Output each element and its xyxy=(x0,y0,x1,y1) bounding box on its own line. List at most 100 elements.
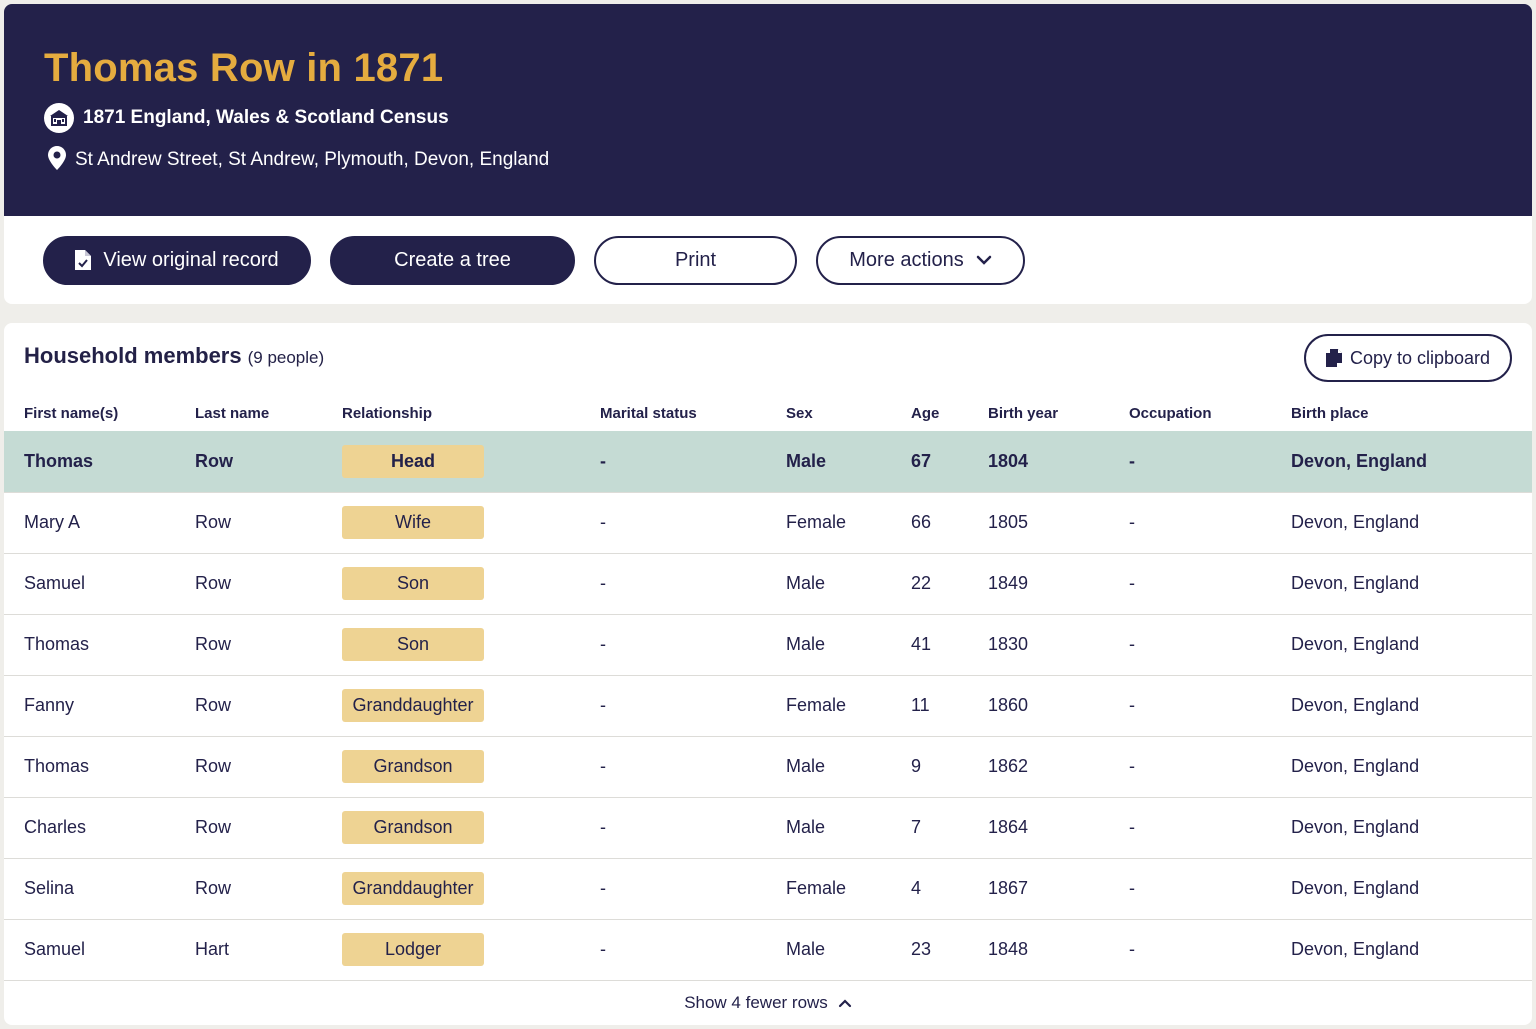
cell-age: 22 xyxy=(911,553,988,615)
cell-first-name[interactable]: Samuel xyxy=(4,919,195,981)
cell-relationship: Son xyxy=(342,553,600,615)
column-header-marital-status: Marital status xyxy=(600,404,697,422)
cell-occupation: - xyxy=(1129,431,1291,493)
copy-to-clipboard-button[interactable]: Copy to clipboard xyxy=(1304,334,1512,382)
cell-marital-status: - xyxy=(600,919,786,981)
cell-last-name: Row xyxy=(195,614,342,676)
table-row[interactable]: Thomas Row Son - Male 41 1830 - Devon, E… xyxy=(4,614,1532,676)
column-header-birth-place: Birth place xyxy=(1291,404,1369,422)
cell-age: 7 xyxy=(911,797,988,859)
cell-marital-status: - xyxy=(600,797,786,859)
chevron-down-icon xyxy=(976,255,991,265)
household-members-panel: Household members (9 people) Copy to cli… xyxy=(4,323,1532,1025)
relationship-badge: Wife xyxy=(342,506,484,539)
cell-sex: Male xyxy=(786,614,911,676)
cell-occupation: - xyxy=(1129,736,1291,798)
action-bar: View original record Create a tree Print… xyxy=(4,216,1532,304)
cell-birth-place: Devon, England xyxy=(1291,797,1532,859)
cell-sex: Male xyxy=(786,431,911,493)
record-header: Thomas Row in 1871 1871 England, Wales &… xyxy=(4,4,1532,216)
cell-sex: Male xyxy=(786,553,911,615)
table-row[interactable]: Thomas Row Head - Male 67 1804 - Devon, … xyxy=(4,431,1532,493)
table-row[interactable]: Fanny Row Granddaughter - Female 11 1860… xyxy=(4,675,1532,737)
household-table: First name(s) Last name Relationship Mar… xyxy=(4,395,1532,981)
cell-first-name[interactable]: Thomas xyxy=(4,736,195,798)
print-label: Print xyxy=(674,248,717,271)
relationship-badge: Son xyxy=(342,567,484,600)
cell-marital-status: - xyxy=(600,858,786,920)
cell-birth-place: Devon, England xyxy=(1291,492,1532,554)
create-tree-label: Create a tree xyxy=(394,248,511,271)
table-row[interactable]: Mary A Row Wife - Female 66 1805 - Devon… xyxy=(4,492,1532,554)
cell-occupation: - xyxy=(1129,492,1291,554)
cell-first-name[interactable]: Samuel xyxy=(4,553,195,615)
view-original-record-button[interactable]: View original record xyxy=(43,235,311,285)
cell-birth-year: 1805 xyxy=(988,492,1129,554)
cell-birth-year: 1804 xyxy=(988,431,1129,493)
cell-birth-place: Devon, England xyxy=(1291,675,1532,737)
household-title: Household members (9 people) xyxy=(24,343,324,369)
table-header-row: First name(s) Last name Relationship Mar… xyxy=(4,395,1532,431)
view-original-record-label: View original record xyxy=(103,248,279,271)
cell-birth-year: 1830 xyxy=(988,614,1129,676)
print-button[interactable]: Print xyxy=(594,235,797,285)
cell-birth-year: 1867 xyxy=(988,858,1129,920)
chevron-up-icon xyxy=(838,998,851,1007)
cell-marital-status: - xyxy=(600,492,786,554)
cell-last-name: Row xyxy=(195,797,342,859)
cell-first-name[interactable]: Fanny xyxy=(4,675,195,737)
column-header-birth-year: Birth year xyxy=(988,404,1059,422)
cell-birth-year: 1862 xyxy=(988,736,1129,798)
cell-birth-place: Devon, England xyxy=(1291,919,1532,981)
copy-icon xyxy=(1325,349,1342,367)
cell-first-name[interactable]: Thomas xyxy=(4,614,195,676)
relationship-badge: Lodger xyxy=(342,933,484,966)
more-actions-button[interactable]: More actions xyxy=(816,235,1025,285)
cell-first-name[interactable]: Selina xyxy=(4,858,195,920)
cell-birth-place: Devon, England xyxy=(1291,553,1532,615)
census-building-icon xyxy=(44,103,74,133)
table-row[interactable]: Charles Row Grandson - Male 7 1864 - Dev… xyxy=(4,797,1532,859)
cell-first-name[interactable]: Charles xyxy=(4,797,195,859)
show-fewer-rows-toggle[interactable]: Show 4 fewer rows xyxy=(4,983,1532,1023)
cell-relationship: Lodger xyxy=(342,919,600,981)
cell-marital-status: - xyxy=(600,431,786,493)
cell-birth-year: 1864 xyxy=(988,797,1129,859)
location-pin-icon xyxy=(48,145,66,175)
cell-occupation: - xyxy=(1129,553,1291,615)
cell-last-name: Row xyxy=(195,858,342,920)
column-header-first-name: First name(s) xyxy=(24,404,119,422)
relationship-badge: Son xyxy=(342,628,484,661)
document-icon xyxy=(75,250,92,270)
cell-birth-place: Devon, England xyxy=(1291,736,1532,798)
cell-last-name: Row xyxy=(195,675,342,737)
cell-first-name[interactable]: Thomas xyxy=(4,431,195,493)
table-row[interactable]: Thomas Row Grandson - Male 9 1862 - Devo… xyxy=(4,736,1532,798)
cell-age: 23 xyxy=(911,919,988,981)
cell-occupation: - xyxy=(1129,797,1291,859)
cell-relationship: Son xyxy=(342,614,600,676)
cell-age: 4 xyxy=(911,858,988,920)
table-row[interactable]: Samuel Hart Lodger - Male 23 1848 - Devo… xyxy=(4,919,1532,981)
cell-first-name[interactable]: Mary A xyxy=(4,492,195,554)
cell-sex: Male xyxy=(786,797,911,859)
cell-age: 66 xyxy=(911,492,988,554)
cell-birth-place: Devon, England xyxy=(1291,858,1532,920)
create-tree-button[interactable]: Create a tree xyxy=(330,235,575,285)
cell-birth-year: 1860 xyxy=(988,675,1129,737)
cell-relationship: Grandson xyxy=(342,797,600,859)
cell-marital-status: - xyxy=(600,736,786,798)
cell-relationship: Head xyxy=(342,431,600,493)
cell-age: 41 xyxy=(911,614,988,676)
cell-birth-year: 1849 xyxy=(988,553,1129,615)
cell-age: 67 xyxy=(911,431,988,493)
column-header-sex: Sex xyxy=(786,404,813,422)
cell-occupation: - xyxy=(1129,919,1291,981)
table-row[interactable]: Samuel Row Son - Male 22 1849 - Devon, E… xyxy=(4,553,1532,615)
cell-birth-place: Devon, England xyxy=(1291,431,1532,493)
table-row[interactable]: Selina Row Granddaughter - Female 4 1867… xyxy=(4,858,1532,920)
cell-occupation: - xyxy=(1129,675,1291,737)
collection-name[interactable]: 1871 England, Wales & Scotland Census xyxy=(83,107,449,128)
relationship-badge: Granddaughter xyxy=(342,872,484,905)
cell-last-name: Row xyxy=(195,431,342,493)
